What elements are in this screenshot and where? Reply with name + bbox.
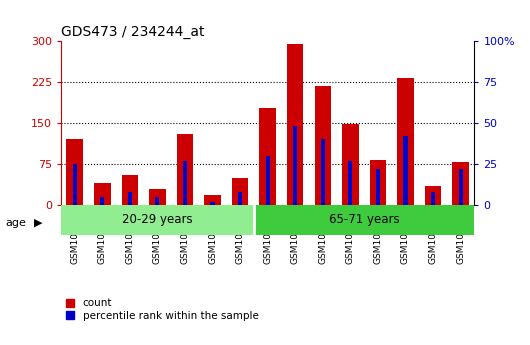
Bar bbox=[73, 164, 77, 205]
Bar bbox=[342, 124, 359, 205]
Bar bbox=[61, 205, 254, 235]
Bar bbox=[204, 195, 221, 205]
Bar bbox=[266, 156, 270, 205]
Bar bbox=[458, 169, 463, 205]
Bar bbox=[321, 139, 325, 205]
Bar bbox=[403, 136, 408, 205]
Bar bbox=[369, 160, 386, 205]
Bar bbox=[121, 175, 138, 205]
Bar bbox=[66, 139, 83, 205]
Bar bbox=[94, 183, 111, 205]
Bar bbox=[128, 192, 132, 205]
Text: 65-71 years: 65-71 years bbox=[329, 213, 400, 226]
Text: age: age bbox=[5, 218, 26, 227]
Bar bbox=[314, 86, 331, 205]
Bar bbox=[183, 161, 187, 205]
Bar bbox=[293, 126, 297, 205]
Bar bbox=[100, 197, 104, 205]
Bar bbox=[431, 192, 435, 205]
Bar bbox=[149, 188, 166, 205]
Bar bbox=[452, 162, 469, 205]
Bar bbox=[238, 192, 242, 205]
Text: GDS473 / 234244_at: GDS473 / 234244_at bbox=[61, 25, 205, 39]
Text: 20-29 years: 20-29 years bbox=[122, 213, 193, 226]
Bar bbox=[376, 169, 380, 205]
Bar bbox=[155, 197, 160, 205]
Bar bbox=[287, 44, 304, 205]
Text: ▶: ▶ bbox=[34, 218, 43, 227]
Bar bbox=[259, 108, 276, 205]
Bar bbox=[210, 201, 215, 205]
Bar bbox=[425, 186, 441, 205]
Bar bbox=[254, 205, 474, 235]
Legend: count, percentile rank within the sample: count, percentile rank within the sample bbox=[66, 298, 259, 321]
Bar bbox=[397, 78, 414, 205]
Bar bbox=[176, 134, 193, 205]
Bar bbox=[348, 161, 352, 205]
Bar bbox=[232, 178, 249, 205]
